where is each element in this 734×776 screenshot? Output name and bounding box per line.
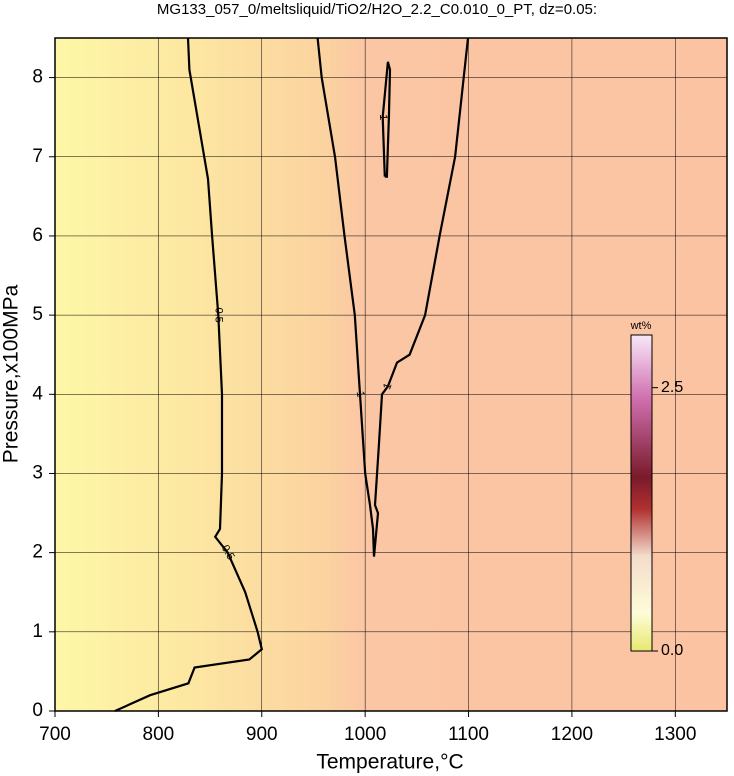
contour-line <box>316 37 470 557</box>
colorbar-tick-label: 2.5 <box>661 379 683 396</box>
y-tick-label: 7 <box>32 146 43 167</box>
contour-label: 1 <box>377 114 389 120</box>
contour-label: 1 <box>354 390 367 398</box>
plot-frame <box>54 37 728 712</box>
contour-line <box>381 61 392 178</box>
x-tick-label: 900 <box>246 724 278 745</box>
y-axis-label: Pressure,x100MPa <box>0 284 23 463</box>
y-tick-label: 5 <box>32 304 43 325</box>
x-tick-label: 700 <box>39 724 71 745</box>
contour-line <box>114 37 264 713</box>
x-tick-label: 1100 <box>448 724 489 745</box>
x-tick-label: 1000 <box>344 724 386 745</box>
colorbar-label: wt% <box>630 320 652 332</box>
plot-background <box>55 38 727 711</box>
y-tick-label: 1 <box>32 621 43 642</box>
y-tick-label: 8 <box>32 67 43 88</box>
colorbar <box>630 334 653 652</box>
x-axis-label: Temperature,°C <box>316 751 463 774</box>
y-tick-label: 2 <box>32 542 43 563</box>
colorbar-tick-label: 0.0 <box>661 642 683 659</box>
x-tick-label: 1300 <box>654 724 696 745</box>
chart-title: MG133_057_0/meltsliquid/TiO2/H2O_2.2_C0.… <box>157 1 597 18</box>
y-tick-label: 6 <box>32 225 43 246</box>
contour-label: 0.5 <box>212 307 224 322</box>
x-tick-label: 800 <box>143 724 175 745</box>
y-tick-label: 4 <box>32 383 43 404</box>
contour-label: 1 <box>381 381 394 391</box>
y-tick-label: 3 <box>32 462 43 483</box>
y-tick-label: 0 <box>32 700 43 721</box>
x-tick-label: 1200 <box>551 724 593 745</box>
